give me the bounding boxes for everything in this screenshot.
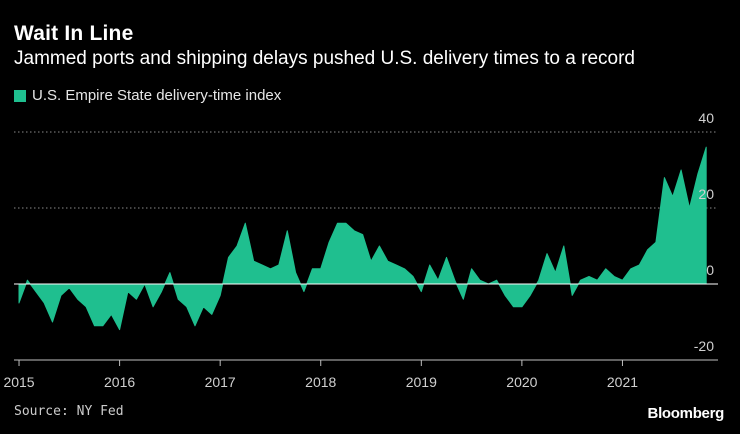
series-area-delivery-time-index <box>18 146 707 331</box>
legend: U.S. Empire State delivery-time index <box>14 87 281 104</box>
x-tick-label-2020: 2020 <box>506 374 537 390</box>
legend-swatch <box>14 89 26 102</box>
source-note: Source: NY Fed <box>14 404 124 419</box>
x-tick-label-2015: 2015 <box>3 374 34 390</box>
y-tick-label-40: 40 <box>698 110 714 126</box>
x-tick-label-2018: 2018 <box>305 374 336 390</box>
x-tick-label-2021: 2021 <box>607 374 638 390</box>
y-tick-label-0: 0 <box>706 262 714 278</box>
chart-subtitle: Jammed ports and shipping delays pushed … <box>14 48 635 69</box>
chart-title: Wait In Line <box>14 22 134 45</box>
legend-label: U.S. Empire State delivery-time index <box>32 87 282 104</box>
x-tick-label-2019: 2019 <box>406 374 437 390</box>
x-tick-label-2017: 2017 <box>205 374 236 390</box>
bloomberg-logo: Bloomberg <box>647 405 725 422</box>
y-tick-label-20: 20 <box>698 186 714 202</box>
y-tick-label--20: -20 <box>694 338 714 354</box>
x-tick-label-2016: 2016 <box>104 374 135 390</box>
